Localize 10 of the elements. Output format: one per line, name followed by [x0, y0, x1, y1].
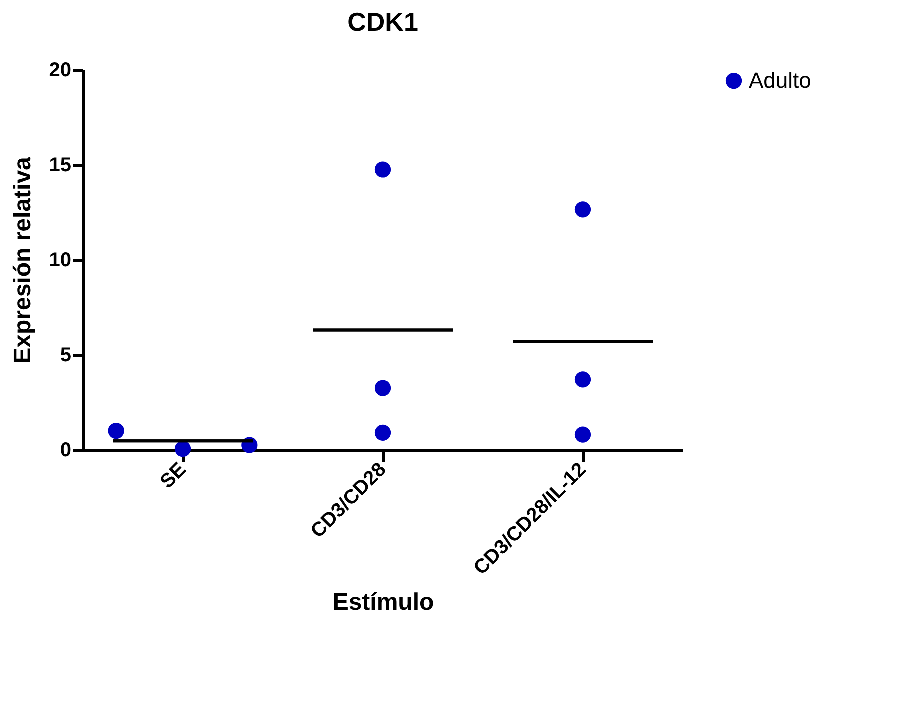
legend-label: Adulto	[749, 68, 812, 93]
chart-title: CDK1	[348, 7, 418, 37]
y-tick-label: 15	[49, 154, 72, 176]
y-tick-label: 5	[60, 344, 72, 366]
y-tick-label: 0	[60, 440, 72, 462]
y-tick-label: 20	[49, 60, 72, 82]
y-tick-label: 10	[49, 250, 72, 272]
x-tick-label: SE	[156, 458, 191, 494]
x-axis-title: Estímulo	[332, 588, 434, 616]
y-axis-title: Expresión relativa	[9, 156, 36, 364]
